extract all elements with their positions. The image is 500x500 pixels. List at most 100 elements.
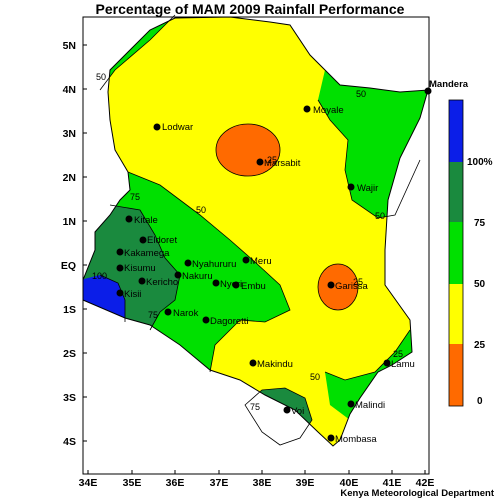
town-layer: Mandera Moyale Lodwar Marsabit Wajir Kit… — [116, 79, 469, 445]
town-mombasa[interactable]: Mombasa — [327, 434, 378, 445]
y-tick-label: 1N — [63, 216, 76, 228]
x-tick-label: 35E — [123, 477, 142, 489]
x-tick: 37E — [210, 470, 229, 489]
x-tick: 35E — [123, 470, 142, 489]
contour-label: 75 — [250, 402, 260, 412]
y-axis: 5N 4N 3N 2N 1N EQ 1S 2S 3S 4S — [61, 40, 87, 448]
town-embu[interactable]: Embu — [232, 281, 266, 292]
town-malindi[interactable]: Malindi — [347, 400, 386, 411]
x-tick: 40E — [340, 470, 359, 489]
contour-label: 75 — [148, 310, 158, 320]
town-marker — [242, 256, 250, 264]
town-label: Kisumu — [124, 263, 156, 274]
town-kitale[interactable]: Kitale — [125, 215, 158, 226]
legend-swatch-50-75 — [449, 222, 463, 284]
contour-label: 50 — [310, 372, 320, 382]
legend-border — [448, 99, 464, 407]
contour-label: 50 — [356, 89, 366, 99]
town-garissa[interactable]: Garissa — [327, 281, 369, 292]
y-tick-label: EQ — [61, 260, 76, 272]
region-0-25-garissa — [318, 264, 358, 310]
x-tick: 38E — [253, 470, 272, 489]
contour-label: 25 — [353, 277, 363, 287]
x-tick-label: 37E — [210, 477, 229, 489]
town-label: Marsabit — [264, 158, 301, 169]
town-label: Dagoretti — [210, 316, 249, 327]
town-label: Malindi — [355, 400, 385, 411]
y-tick: 4N — [63, 84, 87, 96]
rainfall-shading — [83, 17, 428, 446]
town-marsabit[interactable]: Marsabit — [256, 158, 301, 169]
y-tick: 3N — [63, 128, 87, 140]
town-marker — [256, 158, 264, 166]
town-marker — [153, 123, 161, 131]
town-eldoret[interactable]: Eldoret — [139, 235, 178, 246]
town-label: Eldoret — [147, 235, 177, 246]
town-lodwar[interactable]: Lodwar — [153, 122, 194, 133]
town-marker — [303, 105, 311, 113]
x-tick-label: 36E — [166, 477, 185, 489]
town-wajir[interactable]: Wajir — [347, 183, 379, 194]
contour-line — [99, 14, 176, 91]
x-tick: 42E — [416, 470, 435, 489]
town-marker — [383, 359, 391, 367]
town-label: Meru — [250, 256, 272, 267]
town-kisii[interactable]: Kisii — [116, 289, 142, 300]
contour-line — [215, 123, 281, 177]
town-label: Voi — [291, 406, 304, 417]
y-tick: 5N — [63, 40, 87, 52]
town-label: Mombasa — [335, 434, 377, 445]
town-dagoretti[interactable]: Dagoretti — [202, 316, 249, 327]
region-0-25-marsabit — [216, 124, 280, 176]
town-narok[interactable]: Narok — [164, 308, 199, 319]
y-tick-label: 4N — [63, 84, 76, 96]
town-nyeri[interactable]: Nyeri — [212, 279, 243, 290]
town-label: Nyeri — [220, 279, 242, 290]
x-tick-label: 40E — [340, 477, 359, 489]
contour-line — [109, 204, 181, 331]
town-marker — [424, 87, 432, 95]
town-voi[interactable]: Voi — [283, 406, 305, 417]
town-meru[interactable]: Meru — [242, 256, 272, 267]
town-kericho[interactable]: Kericho — [138, 277, 179, 288]
y-tick: 3S — [63, 392, 87, 404]
y-tick-label: 5N — [63, 40, 76, 52]
town-kakamega[interactable]: Kakamega — [116, 248, 171, 259]
town-marker — [212, 279, 220, 287]
contour-label: 50 — [196, 205, 206, 215]
town-lamu[interactable]: Lamu — [383, 359, 415, 370]
legend-label-100: 100% — [467, 157, 493, 168]
legend-swatch-75-100 — [449, 162, 463, 222]
x-tick: 39E — [296, 470, 314, 489]
town-mandera[interactable]: Mandera — [424, 79, 469, 95]
x-axis: 34E 35E 36E 37E 38E 39E 40E 41E 42E — [79, 470, 435, 489]
town-label: Kisii — [124, 289, 141, 300]
town-moyale[interactable]: Moyale — [303, 105, 344, 116]
contour-label: 50 — [375, 211, 385, 221]
town-label: Kericho — [146, 277, 178, 288]
town-marker — [139, 236, 147, 244]
town-label: Makindu — [257, 359, 293, 370]
y-tick: 1N — [63, 216, 87, 228]
x-tick-label: 38E — [253, 477, 272, 489]
town-nakuru[interactable]: Nakuru — [174, 271, 213, 282]
town-marker — [116, 289, 124, 297]
x-tick: 36E — [166, 470, 185, 489]
y-tick: 2N — [63, 172, 87, 184]
town-marker — [283, 406, 291, 414]
town-marker — [164, 308, 172, 316]
town-makindu[interactable]: Makindu — [249, 359, 293, 370]
y-tick: 4S — [63, 436, 87, 448]
town-marker — [125, 215, 133, 223]
contour-line — [324, 329, 411, 381]
town-label: Nakuru — [182, 271, 213, 282]
credit-text: Kenya Meteorological Department — [340, 488, 494, 499]
town-marker — [116, 248, 124, 256]
town-nyahururu[interactable]: Nyahururu — [184, 259, 237, 270]
town-kisumu[interactable]: Kisumu — [116, 263, 156, 274]
x-tick-label: 42E — [416, 477, 435, 489]
town-label: Mandera — [429, 79, 469, 90]
town-marker — [327, 281, 335, 289]
contour-line — [127, 171, 291, 373]
